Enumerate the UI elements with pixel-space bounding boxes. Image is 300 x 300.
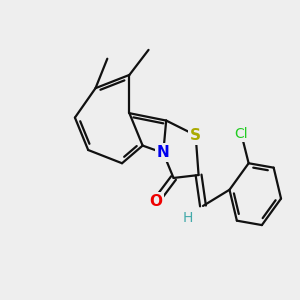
Text: H: H bbox=[182, 211, 193, 225]
Text: S: S bbox=[190, 128, 201, 143]
Text: Cl: Cl bbox=[235, 127, 248, 141]
Text: N: N bbox=[157, 146, 169, 160]
Text: O: O bbox=[149, 194, 162, 209]
